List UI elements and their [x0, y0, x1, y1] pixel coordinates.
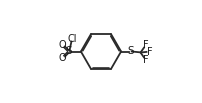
Text: S: S [66, 46, 72, 57]
Text: F: F [147, 47, 153, 57]
Text: S: S [127, 46, 134, 57]
Text: Cl: Cl [68, 34, 77, 44]
Text: F: F [143, 40, 149, 50]
Text: O: O [59, 53, 66, 63]
Text: O: O [59, 40, 66, 50]
Text: F: F [143, 55, 149, 65]
